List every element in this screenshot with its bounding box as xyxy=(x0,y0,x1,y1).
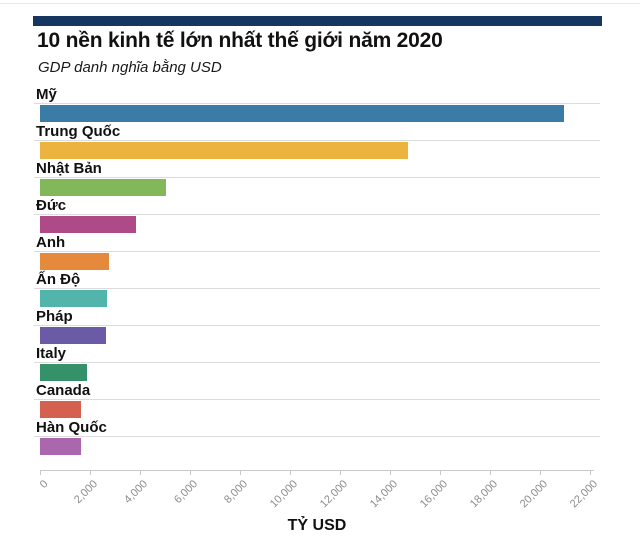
tick-mark xyxy=(190,471,191,475)
row-separator-line xyxy=(34,436,600,437)
bar-row: Ấn Độ xyxy=(34,272,600,309)
tick-mark xyxy=(90,471,91,475)
row-separator-line xyxy=(34,214,600,215)
bar-category-label: Italy xyxy=(36,345,67,362)
bar xyxy=(40,290,107,307)
title-accent-bar xyxy=(33,16,602,26)
bar-category-label: Nhật Bản xyxy=(36,160,102,177)
tick-label: 20,000 xyxy=(518,478,551,511)
tick-mark xyxy=(140,471,141,475)
row-separator-line xyxy=(34,177,600,178)
bar-row: Italy xyxy=(34,346,600,383)
bar-track xyxy=(40,105,590,122)
tick-mark xyxy=(490,471,491,475)
tick-mark xyxy=(290,471,291,475)
bar-row: Đức xyxy=(34,198,600,235)
tick-label: 16,000 xyxy=(418,478,451,511)
bar-track xyxy=(40,216,590,233)
bar-row: Nhật Bản xyxy=(34,161,600,198)
row-separator-line xyxy=(34,325,600,326)
bar-track xyxy=(40,438,590,455)
bar-category-label: Mỹ xyxy=(36,86,57,103)
bar xyxy=(40,438,81,455)
bar-track xyxy=(40,179,590,196)
bar-track xyxy=(40,327,590,344)
tick-label: 2,000 xyxy=(72,478,101,506)
bar-category-label: Canada xyxy=(36,382,91,399)
bar xyxy=(40,327,106,344)
tick-label: 14,000 xyxy=(368,478,401,511)
bar-row: Hàn Quốc xyxy=(34,420,600,457)
tick-mark xyxy=(440,471,441,475)
bar-category-label: Pháp xyxy=(36,308,73,325)
tick-label: 8,000 xyxy=(222,478,251,506)
row-separator-line xyxy=(34,399,600,400)
tick-mark xyxy=(390,471,391,475)
bar-row: Canada xyxy=(34,383,600,420)
bar-row: Trung Quốc xyxy=(34,124,600,161)
page-top-divider xyxy=(0,3,640,4)
tick-label: 10,000 xyxy=(268,478,301,511)
tick-mark xyxy=(540,471,541,475)
tick-label: 0 xyxy=(37,478,51,491)
tick-label: 18,000 xyxy=(468,478,501,511)
bar-track xyxy=(40,290,590,307)
tick-mark xyxy=(40,471,41,475)
bar-track xyxy=(40,142,590,159)
bar-row: Mỹ xyxy=(34,87,600,124)
bar xyxy=(40,401,82,418)
tick-label: 4,000 xyxy=(122,478,151,506)
bar-category-label: Đức xyxy=(36,197,67,214)
bar-category-label: Trung Quốc xyxy=(36,123,121,140)
bar-row: Anh xyxy=(34,235,600,272)
row-separator-line xyxy=(34,362,600,363)
tick-mark xyxy=(340,471,341,475)
bar-category-label: Ấn Độ xyxy=(36,271,81,288)
row-separator-line xyxy=(34,140,600,141)
bar xyxy=(40,142,408,159)
row-separator-line xyxy=(34,251,600,252)
bar xyxy=(40,216,137,233)
x-axis: 0 2,000 4,000 6,000 8,000 10,000 12,000 14,000 1… xyxy=(38,470,600,510)
chart-subtitle: GDP danh nghĩa bằng USD xyxy=(38,59,222,76)
bar xyxy=(40,179,167,196)
tick-label: 6,000 xyxy=(172,478,201,506)
bar-track xyxy=(40,401,590,418)
x-axis-title: TỶ USD xyxy=(287,517,347,534)
row-separator-line xyxy=(34,288,600,289)
tick-mark xyxy=(240,471,241,475)
tick-label: 12,000 xyxy=(318,478,351,511)
bar xyxy=(40,253,109,270)
bar-track xyxy=(40,253,590,270)
tick-label: 22,000 xyxy=(568,478,601,511)
bar xyxy=(40,105,564,122)
bar-category-label: Hàn Quốc xyxy=(36,419,107,436)
bar-chart-rows: Mỹ Trung Quốc Nhật Bản Đức Anh Ấn Độ Pháp Italy… xyxy=(34,87,600,457)
chart-title: 10 nền kinh tế lớn nhất thế giới năm 202… xyxy=(37,29,443,52)
row-separator-line xyxy=(34,103,600,104)
tick-mark xyxy=(590,471,591,475)
bar-track xyxy=(40,364,590,381)
bar xyxy=(40,364,88,381)
bar-category-label: Anh xyxy=(36,234,66,251)
bar-row: Pháp xyxy=(34,309,600,346)
